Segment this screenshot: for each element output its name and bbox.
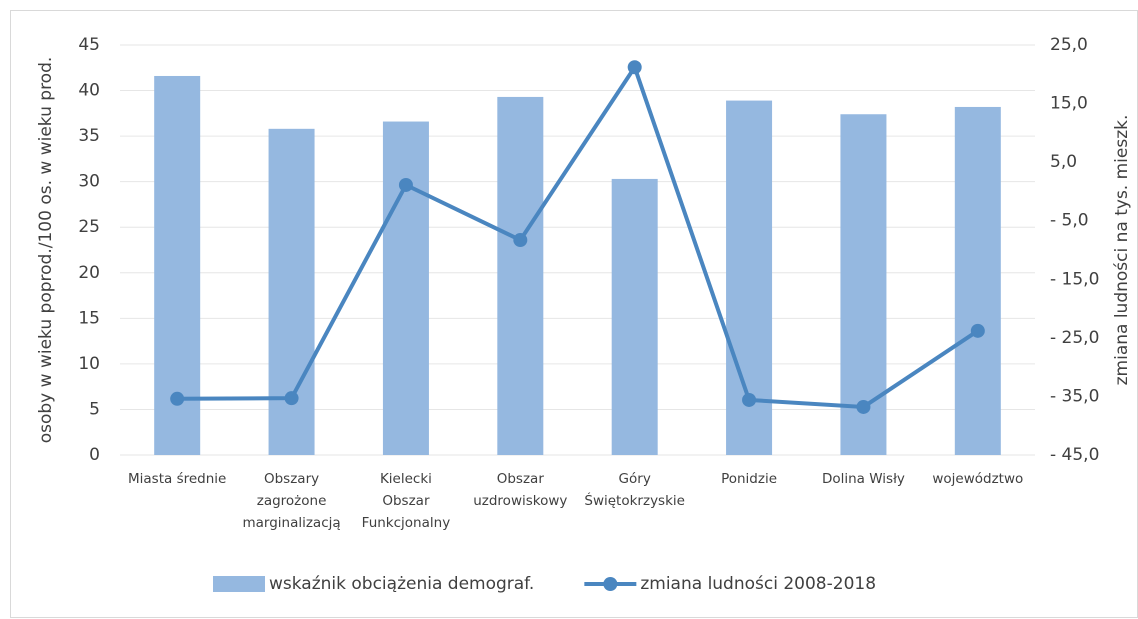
y2-tick-label: 5,0 — [1050, 152, 1077, 172]
bar — [954, 106, 1001, 455]
y2-axis-title: zmiana ludności na tys. mieszk. — [1112, 115, 1132, 386]
bar — [611, 178, 658, 455]
bar — [382, 121, 429, 456]
y2-tick-label: - 25,0 — [1050, 328, 1099, 348]
x-tick-label: Obszar — [382, 493, 430, 509]
x-tick-label: województwo — [932, 471, 1023, 487]
legend-label: wskaźnik obciążenia demograf. — [269, 574, 534, 594]
x-tick-label: Góry — [619, 471, 651, 487]
y-tick-label: 5 — [89, 399, 100, 419]
x-tick-label: marginalizacją — [242, 515, 340, 531]
y2-tick-label: - 35,0 — [1050, 386, 1099, 406]
y-tick-label: 30 — [78, 172, 100, 192]
legend-marker — [603, 577, 618, 591]
y2-tick-label: - 45,0 — [1050, 445, 1099, 465]
line-marker — [170, 391, 185, 406]
line-marker — [284, 391, 299, 406]
y-tick-label: 20 — [78, 263, 100, 283]
line-marker — [742, 392, 757, 407]
x-tick-label: Dolina Wisły — [822, 471, 905, 487]
bar — [497, 96, 544, 455]
y2-tick-label: - 5,0 — [1050, 211, 1089, 231]
bar — [268, 128, 315, 456]
x-tick-label: Świętokrzyskie — [584, 491, 685, 509]
y-tick-label: 45 — [78, 35, 100, 55]
x-tick-label: Kielecki — [380, 471, 432, 487]
x-tick-label: Funkcjonalny — [362, 515, 451, 531]
x-tick-label: uzdrowiskowy — [473, 493, 567, 509]
line-marker — [398, 177, 413, 192]
y2-tick-label: - 15,0 — [1050, 269, 1099, 289]
x-tick-label: Ponidzie — [721, 471, 777, 487]
y-tick-label: 25 — [78, 217, 100, 237]
x-tick-label: Obszary — [264, 471, 319, 487]
x-tick-label: Miasta średnie — [128, 471, 226, 487]
y-tick-label: 10 — [78, 354, 100, 374]
y-axis-title: osoby w wieku poprod./100 os. w wieku pr… — [36, 57, 56, 444]
x-tick-label: Obszar — [497, 471, 545, 487]
y-tick-label: 35 — [78, 126, 100, 146]
legend-label: zmiana ludności 2008-2018 — [640, 574, 876, 594]
line-marker — [970, 323, 985, 338]
y2-tick-label: 25,0 — [1050, 35, 1088, 55]
line-marker — [627, 60, 642, 75]
x-tick-label: zagrożone — [257, 493, 327, 509]
legend-swatch — [213, 576, 265, 592]
line-marker — [513, 233, 528, 248]
line — [177, 62, 979, 410]
y2-tick-label: 15,0 — [1050, 94, 1088, 114]
y-tick-label: 40 — [78, 81, 100, 101]
y-tick-label: 0 — [89, 445, 100, 465]
line-marker — [856, 399, 871, 414]
y-tick-label: 15 — [78, 308, 100, 328]
